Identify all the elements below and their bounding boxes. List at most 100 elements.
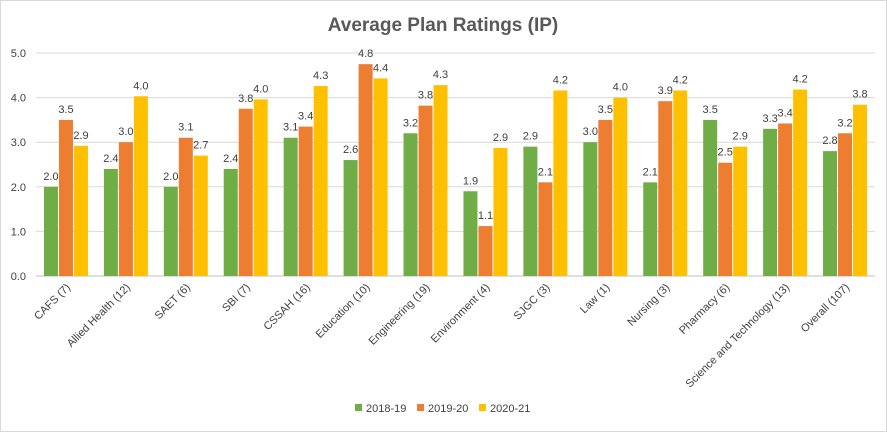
- bar: [163, 186, 178, 276]
- data-label: 3.1: [178, 122, 193, 134]
- data-label: 1.1: [478, 210, 493, 222]
- y-tick-label: 5.0: [11, 48, 26, 60]
- data-label: 4.3: [433, 69, 448, 81]
- bar: [358, 64, 373, 277]
- bar: [658, 101, 673, 276]
- data-label: 3.2: [403, 117, 418, 129]
- data-label: 2.8: [822, 135, 837, 147]
- data-label: 3.4: [777, 107, 792, 119]
- legend-label: 2020-21: [490, 403, 530, 415]
- data-label: 2.9: [73, 130, 88, 142]
- data-label: 3.4: [298, 111, 313, 123]
- data-label: 2.4: [223, 153, 238, 165]
- data-label: 4.8: [358, 48, 373, 60]
- bar: [643, 182, 658, 276]
- data-label: 3.8: [852, 89, 867, 101]
- data-label: 2.0: [163, 171, 178, 183]
- data-label: 4.0: [133, 80, 148, 92]
- bar: [283, 137, 298, 276]
- bar: [823, 151, 838, 276]
- bar: [253, 99, 268, 276]
- bar: [763, 128, 778, 276]
- data-label: 2.9: [733, 131, 748, 143]
- bar: [118, 142, 133, 276]
- legend-swatch: [355, 404, 362, 411]
- data-label: 3.0: [118, 126, 133, 138]
- bar: [598, 119, 613, 277]
- y-tick-label: 1.0: [11, 226, 26, 238]
- x-category-label: Pharmacy (6): [677, 282, 732, 337]
- legend: 2018-19 2019-20 2020-21: [355, 403, 530, 415]
- x-category-label: Environment (4): [429, 282, 493, 346]
- data-label: 4.2: [673, 74, 688, 86]
- bar: [613, 97, 628, 276]
- bar: [298, 126, 313, 276]
- legend-item: 2018-19: [355, 403, 406, 415]
- legend-item: 2019-20: [417, 403, 468, 415]
- bar: [103, 168, 118, 276]
- x-category-label: CSSAH (16): [262, 282, 313, 333]
- data-label: 3.5: [58, 104, 73, 116]
- bar: [853, 104, 868, 277]
- x-category-label: Law (1): [578, 282, 612, 316]
- bar: [223, 168, 238, 276]
- bar: [583, 142, 598, 276]
- data-label: 3.5: [703, 104, 718, 116]
- x-category-label: SBI (7): [220, 282, 253, 315]
- y-tick-label: 2.0: [11, 182, 26, 194]
- data-label: 4.2: [792, 74, 807, 86]
- bar: [733, 146, 748, 276]
- bar: [313, 86, 328, 276]
- bar: [193, 155, 208, 276]
- x-category-label: CAFS (7): [32, 282, 73, 323]
- data-label: 2.6: [343, 144, 358, 156]
- x-category-label: SAET (6): [153, 282, 193, 322]
- bar: [778, 123, 793, 276]
- data-label: 2.1: [643, 166, 658, 178]
- data-labels: 2.03.52.92.43.04.02.03.12.72.43.84.03.13…: [43, 48, 867, 222]
- bar: [343, 160, 358, 276]
- bar: [373, 78, 388, 276]
- x-axis-category-labels: CAFS (7)Allied Health (12) SAET (6) SBI (7…: [32, 282, 852, 391]
- x-category-label: SJGC (3): [512, 282, 553, 323]
- bar: [673, 90, 688, 277]
- bar: [133, 96, 148, 277]
- bar: [718, 162, 733, 276]
- bar: [523, 146, 538, 276]
- y-tick-label: 4.0: [11, 93, 26, 105]
- bars: [43, 64, 868, 277]
- bar: [418, 105, 433, 277]
- data-label: 2.9: [523, 131, 538, 143]
- legend-item: 2020-21: [479, 403, 530, 415]
- bar: [58, 119, 73, 277]
- bar: [463, 191, 478, 276]
- data-label: 3.8: [418, 90, 433, 102]
- y-tick-label: 3.0: [11, 137, 26, 149]
- bar: [403, 133, 418, 276]
- bar: [493, 147, 508, 276]
- data-label: 3.1: [283, 122, 298, 134]
- x-category-label: Nursing (3): [625, 282, 672, 329]
- bar: [538, 182, 553, 276]
- x-category-label: Overall (107): [799, 282, 852, 335]
- x-category-label: Engineering (19): [367, 282, 433, 348]
- legend-label: 2018-19: [366, 403, 406, 415]
- legend-swatch: [417, 404, 424, 411]
- bar: [73, 145, 88, 276]
- bar: [178, 137, 193, 276]
- y-axis-tick-labels: 0.0 1.0 2.0 3.0 4.0 5.0: [11, 48, 26, 283]
- bar: [238, 108, 253, 276]
- bar: [478, 226, 493, 276]
- chart-title: Average Plan Ratings (IP): [328, 15, 559, 36]
- data-label: 4.0: [253, 83, 268, 95]
- data-label: 2.1: [538, 166, 553, 178]
- legend-label: 2019-20: [428, 403, 468, 415]
- data-label: 2.0: [43, 171, 58, 183]
- bar: [703, 119, 718, 277]
- bar: [43, 186, 58, 276]
- x-category-label: Education (10): [314, 282, 373, 341]
- data-label: 3.8: [238, 93, 253, 105]
- data-label: 3.5: [598, 104, 613, 116]
- bar: [838, 133, 853, 276]
